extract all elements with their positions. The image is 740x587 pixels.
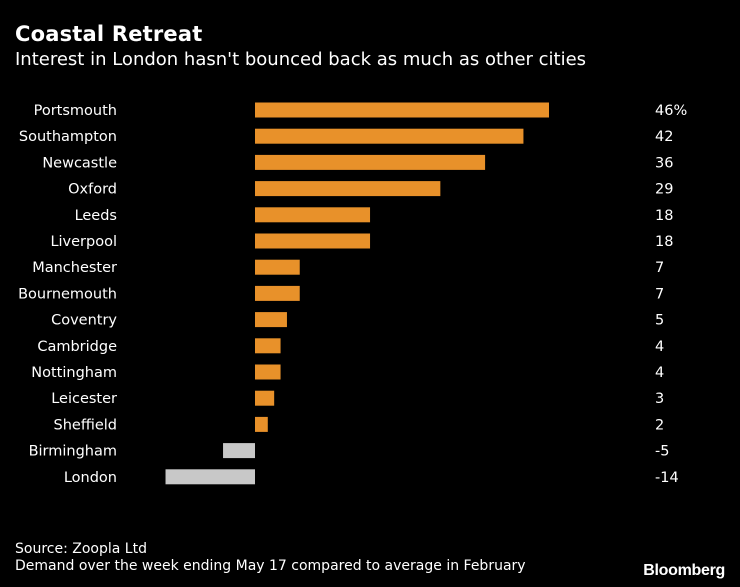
value-label-bournemouth: 7 <box>655 286 664 302</box>
value-label-coventry: 5 <box>655 313 664 329</box>
bar-liverpool <box>255 233 371 249</box>
bar-oxford <box>255 181 441 197</box>
value-label-oxford: 29 <box>655 182 673 198</box>
category-label-london: London <box>64 470 117 486</box>
chart-title: Coastal Retreat <box>15 22 203 46</box>
source-note: Source: Zoopla Ltd <box>15 541 147 557</box>
value-label-southampton: 42 <box>655 129 673 145</box>
value-label-leeds: 18 <box>655 208 673 224</box>
bar-southampton <box>255 128 524 144</box>
bloomberg-logo: Bloomberg <box>643 562 725 579</box>
value-label-manchester: 7 <box>655 260 664 276</box>
value-label-portsmouth: 46% <box>655 103 687 119</box>
category-label-portsmouth: Portsmouth <box>34 103 117 119</box>
value-label-london: -14 <box>655 470 679 486</box>
category-label-cambridge: Cambridge <box>37 339 117 355</box>
category-label-oxford: Oxford <box>68 182 117 198</box>
bar-nottingham <box>255 364 281 380</box>
category-label-birmingham: Birmingham <box>29 444 117 460</box>
bar-leicester <box>255 390 275 406</box>
bar-newcastle <box>255 154 486 170</box>
category-label-manchester: Manchester <box>32 260 117 276</box>
value-label-sheffield: 2 <box>655 417 664 433</box>
bar-coventry <box>255 312 287 328</box>
category-label-bournemouth: Bournemouth <box>18 286 117 302</box>
category-label-southampton: Southampton <box>19 129 117 145</box>
bar-london <box>165 469 255 485</box>
value-label-leicester: 3 <box>655 391 664 407</box>
bar-manchester <box>255 259 300 275</box>
category-label-liverpool: Liverpool <box>50 234 117 250</box>
footnote: Demand over the week ending May 17 compa… <box>15 558 526 574</box>
bar-cambridge <box>255 338 281 354</box>
value-label-liverpool: 18 <box>655 234 673 250</box>
value-label-cambridge: 4 <box>655 339 664 355</box>
bar-sheffield <box>255 416 268 432</box>
value-label-newcastle: 36 <box>655 155 673 171</box>
value-label-nottingham: 4 <box>655 365 664 381</box>
category-label-nottingham: Nottingham <box>31 365 117 381</box>
category-label-leicester: Leicester <box>51 391 117 407</box>
chart-subtitle: Interest in London hasn't bounced back a… <box>15 49 587 70</box>
category-label-leeds: Leeds <box>75 208 117 224</box>
category-label-newcastle: Newcastle <box>42 155 117 171</box>
value-label-birmingham: -5 <box>655 444 669 460</box>
bar-bournemouth <box>255 285 300 301</box>
bar-portsmouth <box>255 102 549 118</box>
bar-leeds <box>255 207 371 223</box>
category-label-sheffield: Sheffield <box>54 417 118 433</box>
category-label-coventry: Coventry <box>51 313 117 329</box>
bar-birmingham <box>223 443 255 459</box>
